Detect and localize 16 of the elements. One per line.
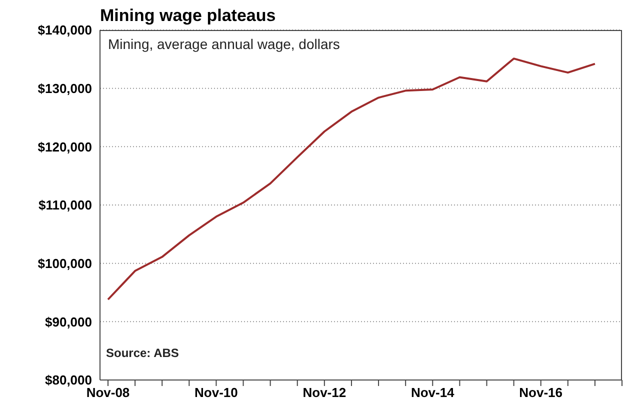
y-tick-label: $80,000: [45, 372, 92, 388]
x-tick-label: Nov-12: [302, 385, 346, 400]
y-tick-label: $130,000: [38, 80, 92, 96]
chart-subtitle: Mining, average annual wage, dollars: [108, 36, 340, 52]
x-tick-label: Nov-14: [410, 385, 456, 400]
x-tick-label: Nov-08: [86, 385, 130, 400]
y-tick-label: $100,000: [38, 256, 92, 271]
x-tick-label: Nov-10: [194, 385, 238, 400]
chart-title: Mining wage plateaus: [100, 6, 276, 26]
y-tick-label: $90,000: [45, 314, 92, 330]
annotation: Source: ABS: [106, 346, 179, 360]
x-tick-label: Nov-16: [519, 385, 563, 400]
y-tick-label: $120,000: [38, 139, 92, 154]
line-series: [107, 58, 596, 300]
y-tick-label: $110,000: [38, 198, 92, 213]
y-tick-label: $140,000: [38, 22, 92, 38]
